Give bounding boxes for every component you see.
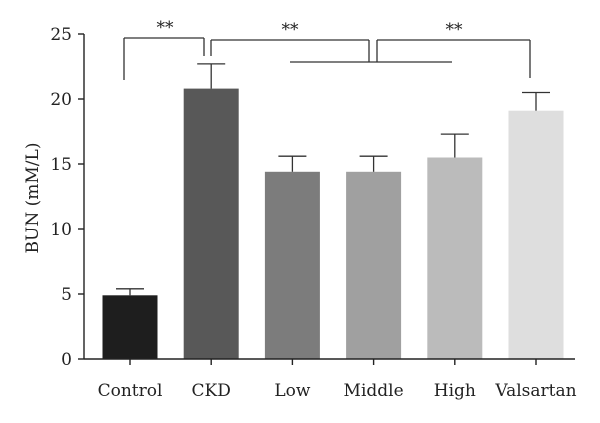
x-tick-label: Valsartan [494,381,576,401]
significance-label: ** [157,18,175,38]
bar-control [102,295,158,359]
significance-label: ** [446,20,464,40]
significance-brackets: ** ** ** [123,18,531,80]
x-tick-label: Low [274,381,311,401]
significance-label: ** [282,20,300,40]
y-tick-label: 25 [50,25,72,45]
y-tick-label: 0 [61,350,72,370]
y-tick-label: 15 [50,155,72,175]
x-tick-label: High [434,381,476,401]
bar-middle [346,171,402,359]
x-tick-label: Control [98,381,163,401]
bar-ckd [183,88,239,359]
x-axis: Control CKD Low Middle High Valsartan [84,358,577,401]
y-tick-label: 20 [50,90,72,110]
bar-low [264,171,320,359]
bar-valsartan [508,110,564,359]
bar-high [427,157,483,359]
x-tick-label: Middle [344,381,404,401]
bars [102,63,564,359]
x-tick-label: CKD [192,381,231,401]
y-tick-label: 10 [50,220,72,240]
y-axis: 0 5 10 15 20 25 [50,25,85,370]
y-tick-label: 5 [61,285,72,305]
y-axis-title: BUN (mM/L) [23,143,43,254]
